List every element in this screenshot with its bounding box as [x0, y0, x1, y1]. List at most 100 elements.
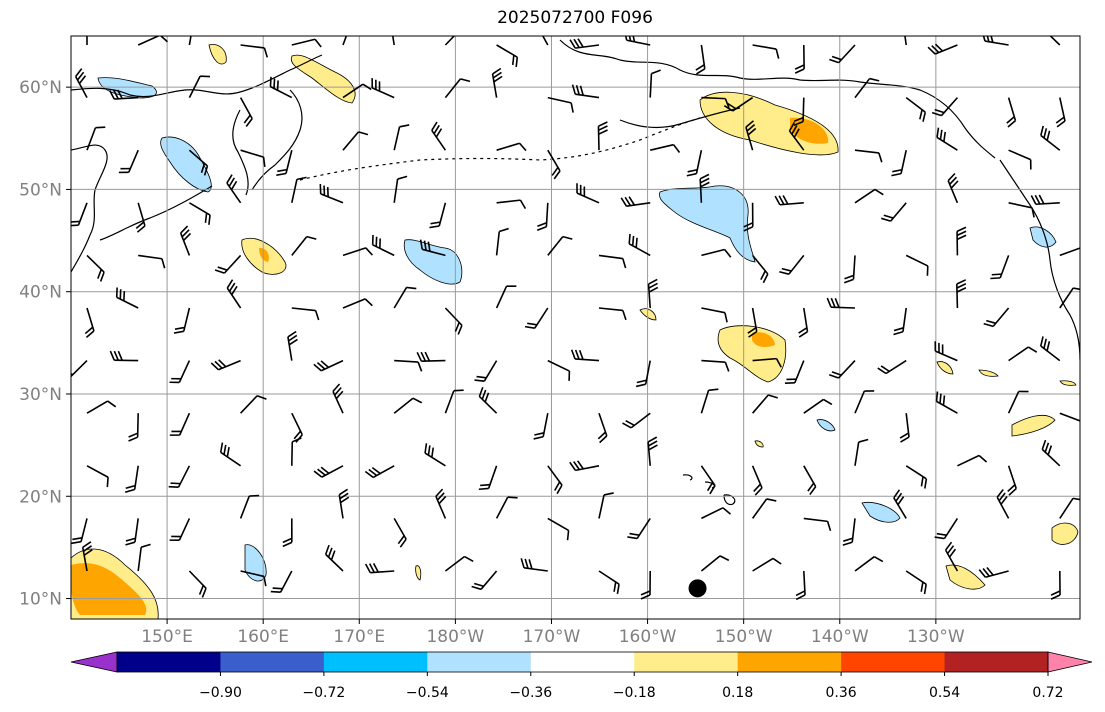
wind-barb [478, 386, 498, 414]
wind-barb [784, 360, 805, 384]
colorbar-outline [116, 651, 1049, 673]
wind-barb [598, 254, 627, 269]
wind-barb [547, 96, 574, 113]
wind-barb [647, 278, 659, 309]
wind-barb [371, 234, 395, 257]
colorbar-extend-high [1047, 651, 1093, 673]
wind-barb [71, 518, 88, 545]
latitude-label: 40°N [19, 283, 62, 303]
longitude-label: 130°W [907, 627, 965, 647]
wind-barb [226, 279, 242, 309]
wind-barb [635, 360, 651, 388]
wind-barb [751, 498, 777, 519]
wind-barb [1055, 97, 1066, 128]
wind-barb [135, 202, 146, 233]
positive-anomaly-area [415, 565, 422, 581]
wind-barb [983, 307, 1010, 328]
wind-barb [854, 149, 883, 163]
wind-barb [291, 38, 322, 48]
wind-barb [393, 397, 423, 414]
wind-barb [1050, 570, 1061, 600]
wind-barb [927, 43, 958, 55]
wind-barb [276, 150, 293, 177]
wind-barb [188, 149, 209, 176]
wind-barb [394, 359, 423, 372]
wind-barb [695, 44, 706, 75]
asia-coastline [71, 54, 323, 273]
wind-barb [240, 570, 267, 587]
wind-barb [570, 349, 600, 362]
wind-barb [389, 36, 395, 46]
wind-barb [576, 183, 600, 204]
wind-barb [188, 36, 195, 46]
wind-barb [239, 494, 260, 519]
strong-positive-anomaly-area [71, 563, 147, 615]
positive-anomaly-area [1011, 414, 1056, 437]
wind-barb [332, 383, 344, 414]
wind-barb [533, 413, 549, 440]
wind-barb [723, 96, 754, 112]
wind-barb [270, 570, 293, 594]
wind-barb [751, 394, 778, 414]
wind-barb [1059, 412, 1080, 423]
wind-barb [880, 202, 907, 222]
wind-barb [416, 351, 446, 362]
wind-barb [86, 126, 106, 151]
wind-barb [947, 172, 959, 204]
wind-barb [1059, 287, 1080, 309]
wind-barb [803, 517, 832, 532]
wind-barb [627, 517, 651, 540]
strong-positive-anomaly-area [790, 117, 829, 144]
wind-barb [647, 436, 658, 466]
wind-barbs [71, 36, 1080, 601]
wind-barb [620, 196, 651, 207]
wind-barb [168, 465, 191, 488]
wind-barb [640, 570, 651, 600]
wind-barb [1007, 390, 1029, 414]
colorbar-tick-label: −0.90 [199, 685, 242, 701]
wind-barb [899, 413, 910, 443]
wind-barb [598, 307, 627, 321]
colorbar-tick-label: −0.18 [613, 685, 656, 701]
wind-barb [1008, 202, 1035, 218]
negative-anomaly-area [659, 185, 756, 263]
wind-barb [843, 255, 856, 284]
wind-barb [444, 78, 471, 99]
longitude-label: 150°W [715, 627, 773, 647]
wind-barb [1040, 125, 1061, 151]
colorbar-extend-low [70, 651, 118, 673]
wind-barb [798, 307, 809, 338]
strong-positive-anomaly-area [259, 247, 269, 262]
positive-anomaly-area [1059, 380, 1077, 386]
wind-barb [854, 390, 875, 414]
wind-barb [364, 563, 395, 574]
negative-anomaly-area [1029, 226, 1057, 248]
negative-anomaly-area [816, 419, 836, 432]
wind-barb [547, 465, 563, 495]
wind-barb [1008, 346, 1038, 362]
wind-barb [1039, 336, 1061, 362]
wind-barb [239, 97, 253, 127]
wind-barb [854, 438, 869, 466]
latitude-label: 10°N [19, 590, 62, 610]
wind-barb [128, 413, 139, 442]
colorbar-tick-label: 0.72 [1032, 685, 1063, 701]
wind-barb [393, 518, 407, 548]
wind-barb [371, 78, 395, 99]
wind-barb [471, 570, 498, 591]
wind-barb [342, 36, 353, 46]
wind-barb [701, 359, 730, 372]
wind-barb [649, 69, 661, 98]
wind-barb [793, 97, 805, 127]
coastlines [71, 39, 1080, 506]
positive-anomaly-area [945, 564, 986, 590]
wind-barb [905, 465, 928, 489]
wind-barb [1008, 149, 1032, 170]
wind-barb [86, 465, 109, 488]
colorbar-swatch [841, 652, 946, 672]
wind-barb [496, 199, 527, 210]
wind-barb [686, 150, 703, 177]
wind-barb [313, 359, 344, 372]
wind-barb [803, 398, 833, 414]
